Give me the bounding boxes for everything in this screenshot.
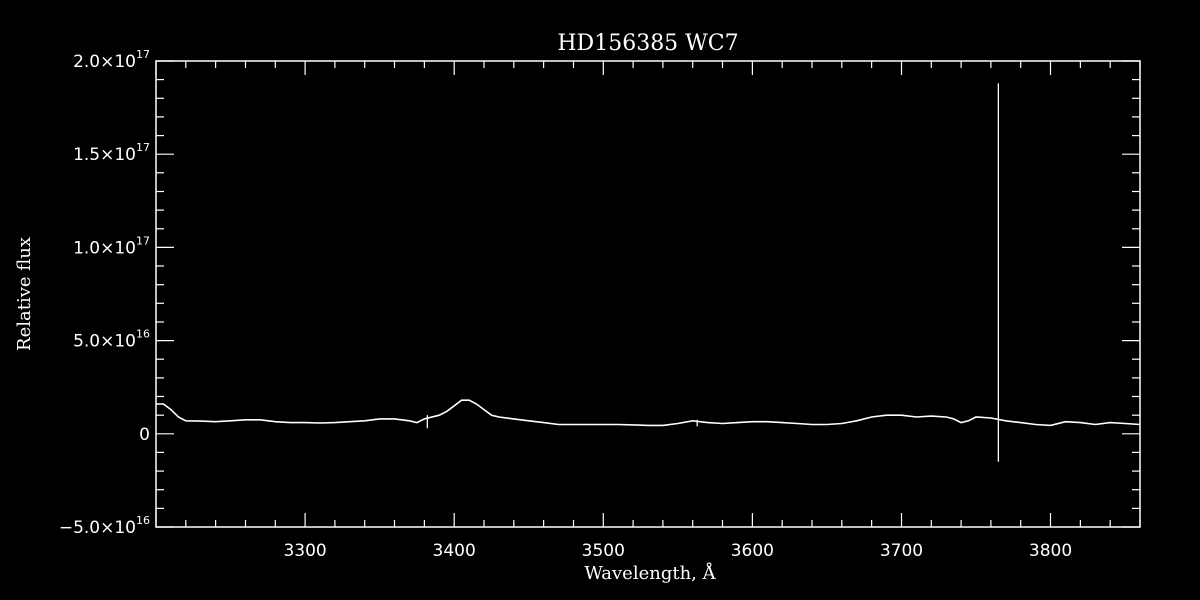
x-tick-label: 3400 — [433, 541, 476, 561]
y-tick-label: 0 — [139, 425, 150, 445]
y-tick-label: 1.5×1017 — [73, 141, 150, 165]
y-tick-mantissa: 2.0×10 — [73, 52, 136, 72]
x-tick-label: 3700 — [880, 541, 923, 561]
y-tick-exponent: 17 — [136, 48, 150, 61]
y-tick-mantissa: 0 — [139, 425, 150, 445]
y-axis-label: Relative flux — [14, 237, 35, 351]
y-tick-mantissa: 5.0×10 — [73, 332, 136, 352]
x-tick-label: 3500 — [582, 541, 625, 561]
y-tick-exponent: 16 — [136, 514, 150, 527]
x-tick-label: 3300 — [283, 541, 326, 561]
x-tick-label: 3600 — [731, 541, 774, 561]
y-tick-label: 2.0×1017 — [73, 48, 150, 72]
y-tick-exponent: 17 — [136, 234, 150, 247]
y-tick-label: 5.0×1016 — [73, 328, 150, 352]
x-axis-label: Wavelength, Å — [584, 562, 716, 584]
chart-title: HD156385 WC7 — [557, 31, 738, 56]
y-tick-exponent: 17 — [136, 141, 150, 154]
y-tick-label: −5.0×1016 — [59, 514, 150, 538]
y-tick-label: 1.0×1017 — [73, 234, 150, 258]
spectrum-line — [156, 399, 1141, 427]
y-tick-mantissa: −5.0×10 — [59, 518, 136, 538]
y-tick-mantissa: 1.5×10 — [73, 145, 136, 165]
x-tick-label: 3800 — [1029, 541, 1072, 561]
y-tick-mantissa: 1.0×10 — [73, 238, 136, 258]
x-axis: 3300 3400 3500 3600 3700 3800 — [155, 61, 1141, 561]
plot-area — [156, 83, 1141, 462]
y-tick-exponent: 16 — [136, 328, 150, 341]
plot-frame — [155, 60, 1141, 528]
y-axis: −5.0×101605.0×10161.0×10171.5×10172.0×10… — [59, 48, 1140, 538]
